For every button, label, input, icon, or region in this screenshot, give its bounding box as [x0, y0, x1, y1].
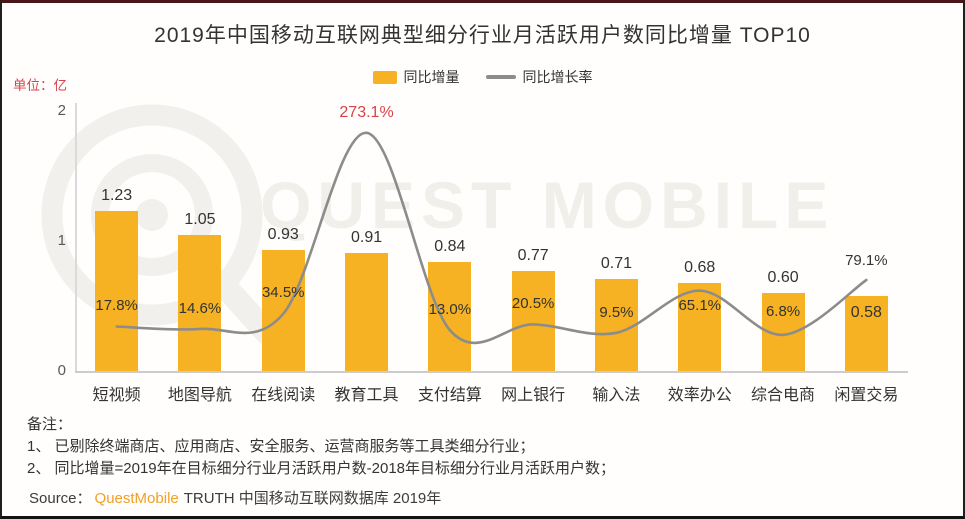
growth-rate-label: 65.1% — [678, 296, 722, 314]
notes-block: 备注： 1、 已剔除终端商店、应用商店、安全服务、运营商服务等工具类细分行业； … — [27, 414, 615, 480]
bar-value-label: 0.58 — [850, 303, 882, 321]
y-axis-unit-label: 单位：亿 — [13, 78, 67, 93]
legend: 同比增量 同比增长率 — [2, 67, 963, 87]
legend-item-bar-series: 同比增量 — [372, 67, 460, 87]
notes-heading: 备注： — [27, 416, 73, 433]
growth-rate-label: 273.1% — [339, 103, 394, 121]
bar-value-label: 0.71 — [600, 254, 632, 272]
x-category-label: 效率办公 — [667, 387, 732, 404]
note-item-1: 1、 已剔除终端商店、应用商店、安全服务、运营商服务等工具类细分行业； — [27, 438, 535, 455]
legend-item-line-series: 同比增长率 — [485, 67, 593, 87]
x-category-label: 短视频 — [92, 387, 141, 404]
legend-bar-label: 同比增量 — [403, 69, 460, 85]
y-axis-tick-label: 0 — [57, 362, 66, 379]
y-axis-line — [75, 103, 77, 372]
line-series-swatch-icon — [485, 75, 516, 79]
x-category-label: 闲置交易 — [834, 387, 899, 404]
bar-series-swatch-icon — [372, 70, 397, 84]
source-suffix: TRUTH 中国移动互联网数据库 2019年 — [183, 490, 442, 507]
growth-rate-label: 9.5% — [599, 303, 634, 321]
growth-rate-label: 17.8% — [95, 297, 138, 315]
bar-value-label: 0.68 — [684, 258, 716, 276]
x-category-label: 输入法 — [592, 387, 641, 404]
source-prefix: Source： — [29, 490, 92, 507]
y-axis-tick-label: 1 — [57, 232, 66, 249]
growth-rate-label: 34.5% — [261, 283, 305, 301]
legend-line-label: 同比增长率 — [522, 69, 593, 85]
bar-value-label: 0.77 — [517, 246, 549, 264]
bar-value-label: 0.60 — [767, 269, 799, 286]
x-category-label: 教育工具 — [334, 387, 399, 404]
growth-rate-label: 13.0% — [428, 301, 472, 319]
x-axis-baseline — [75, 371, 908, 373]
growth-rate-label: 79.1% — [845, 251, 888, 269]
bar-value-label: 0.93 — [267, 226, 299, 244]
x-category-label: 支付结算 — [417, 387, 482, 404]
x-category-label: 综合电商 — [751, 387, 816, 404]
bar-value-label: 1.05 — [184, 210, 216, 228]
source-line: Source： QuestMobile TRUTH 中国移动互联网数据库 2019年 — [29, 487, 441, 508]
y-axis-tick-label: 2 — [57, 102, 66, 119]
growth-rate-label: 14.6% — [178, 299, 222, 317]
x-category-label: 在线阅读 — [251, 387, 316, 404]
growth-rate-label: 20.5% — [511, 295, 555, 313]
growth-rate-label: 6.8% — [765, 302, 801, 320]
bar-value-label: 0.91 — [350, 228, 383, 246]
chart-label-layer: 1.23 短视频 1.05 地图导航 0.93 在线阅读 0.91 教育工具 0.84 支付结算 0… — [2, 3, 963, 516]
x-category-label: 网上银行 — [501, 387, 566, 404]
source-brand: QuestMobile — [94, 490, 179, 507]
bar-value-label: 0.84 — [434, 237, 466, 255]
chart-title: 2019年中国移动互联网典型细分行业月活跃用户数同比增量 TOP10 — [154, 24, 811, 47]
x-category-label: 地图导航 — [167, 387, 232, 404]
note-item-2: 2、 同比增量=2019年在目标细分行业月活跃用户数-2018年目标细分行业月活… — [27, 460, 616, 477]
bar-value-label: 1.23 — [101, 187, 133, 205]
